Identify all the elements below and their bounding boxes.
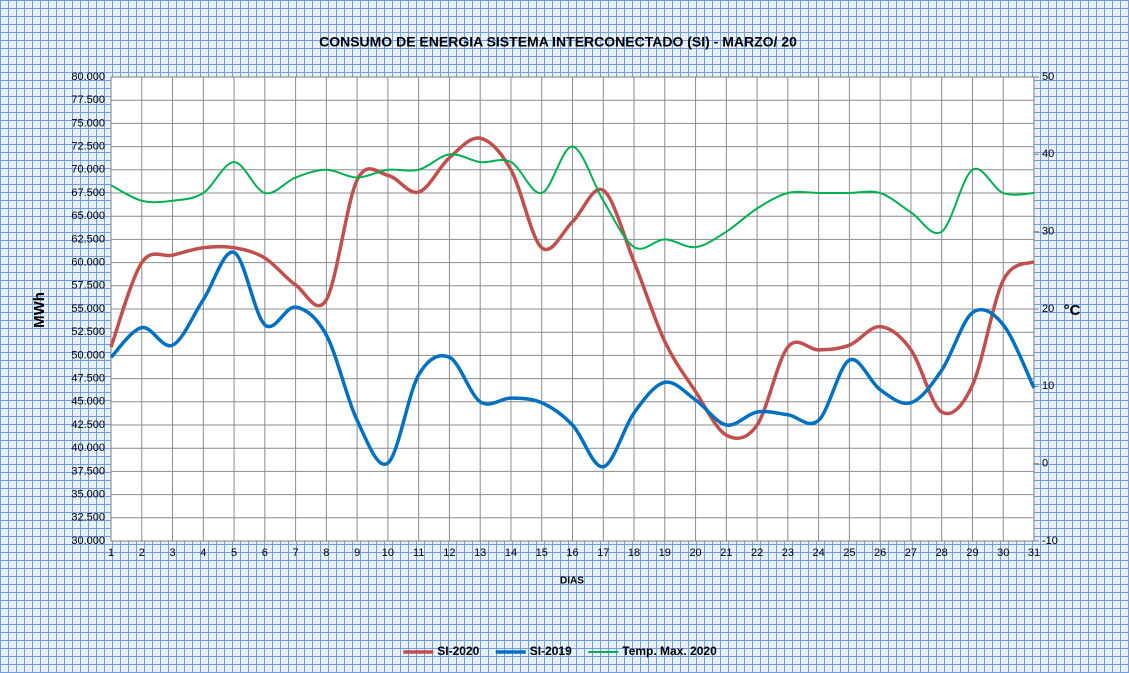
x-tick-label: 1 (108, 547, 114, 559)
y2-tick-label: 30 (1042, 226, 1054, 238)
y-tick-label: 57.500 (71, 280, 105, 292)
x-tick-label: 3 (169, 547, 175, 559)
y-tick-label: 37.500 (71, 465, 105, 477)
x-tick-label: 13 (474, 547, 486, 559)
x-tick-label: 30 (997, 547, 1009, 559)
y-tick-label: 47.500 (71, 373, 105, 385)
y2-tick-label: 20 (1042, 303, 1054, 315)
chart-title: CONSUMO DE ENERGIA SISTEMA INTERCONECTAD… (319, 34, 797, 50)
x-tick-label: 28 (936, 547, 948, 559)
legend-label: SI-2020 (437, 644, 479, 658)
x-tick-label: 16 (566, 547, 578, 559)
y-axis-label: MWh (31, 292, 48, 328)
x-tick-label: 5 (231, 547, 237, 559)
y-tick-label: 52.500 (71, 326, 105, 338)
y2-tick-label: 50 (1042, 71, 1054, 83)
x-axis-label: DIAS (560, 576, 584, 587)
x-tick-label: 21 (720, 547, 732, 559)
y-tick-label: 30.000 (71, 535, 105, 547)
y-tick-label: 70.000 (71, 164, 105, 176)
x-tick-label: 26 (874, 547, 886, 559)
legend-label: Temp. Max. 2020 (622, 644, 717, 658)
y-tick-label: 60.000 (71, 257, 105, 269)
y-tick-label: 32.500 (71, 512, 105, 524)
y-tick-label: 50.000 (71, 349, 105, 361)
series-line (109, 136, 1035, 441)
y-tick-label: 72.500 (71, 141, 105, 153)
x-tick-label: 12 (443, 547, 455, 559)
x-tick-label: 7 (293, 547, 299, 559)
x-tick-label: 8 (323, 547, 329, 559)
x-tick-label: 24 (813, 547, 825, 559)
y-tick-label: 80.000 (71, 71, 105, 83)
y-tick-label: 77.500 (71, 94, 105, 106)
x-tick-label: 2 (139, 547, 145, 559)
x-tick-label: 6 (262, 547, 268, 559)
y-tick-label: 55.000 (71, 303, 105, 315)
x-tick-label: 11 (413, 547, 424, 559)
x-tick-label: 29 (966, 547, 978, 559)
y-tick-label: 45.000 (71, 396, 105, 408)
x-tick-label: 31 (1028, 547, 1040, 559)
y-tick-label: 75.000 (71, 117, 105, 129)
y-tick-label: 35.000 (71, 489, 105, 501)
x-tick-label: 23 (782, 547, 794, 559)
x-tick-label: 22 (751, 547, 763, 559)
y-tick-label: 40.000 (71, 442, 105, 454)
y2-axis-label: °C (1064, 302, 1081, 319)
x-tick-label: 18 (628, 547, 640, 559)
x-tick-label: 10 (382, 547, 394, 559)
y2-tick-label: 0 (1042, 458, 1048, 470)
x-tick-label: 15 (536, 547, 548, 559)
x-tick-label: 25 (843, 547, 855, 559)
x-tick-label: 27 (905, 547, 917, 559)
x-tick-label: 4 (200, 547, 206, 559)
y-tick-label: 42.500 (71, 419, 105, 431)
plot-border (110, 76, 1035, 542)
series-line (109, 250, 1036, 469)
y2-tick-label: 10 (1042, 380, 1054, 392)
x-tick-label: 19 (659, 547, 671, 559)
x-tick-label: 17 (597, 547, 609, 559)
y2-tick-label: -10 (1042, 535, 1058, 547)
legend-label: SI-2019 (530, 644, 572, 658)
x-tick-label: 14 (505, 547, 517, 559)
y-tick-label: 67.500 (71, 187, 105, 199)
x-tick-label: 9 (354, 547, 360, 559)
x-tick-label: 20 (689, 547, 701, 559)
series-line (110, 145, 1035, 250)
y-tick-label: 62.500 (71, 233, 105, 245)
y-tick-label: 65.000 (71, 210, 105, 222)
y2-tick-label: 40 (1042, 148, 1054, 160)
